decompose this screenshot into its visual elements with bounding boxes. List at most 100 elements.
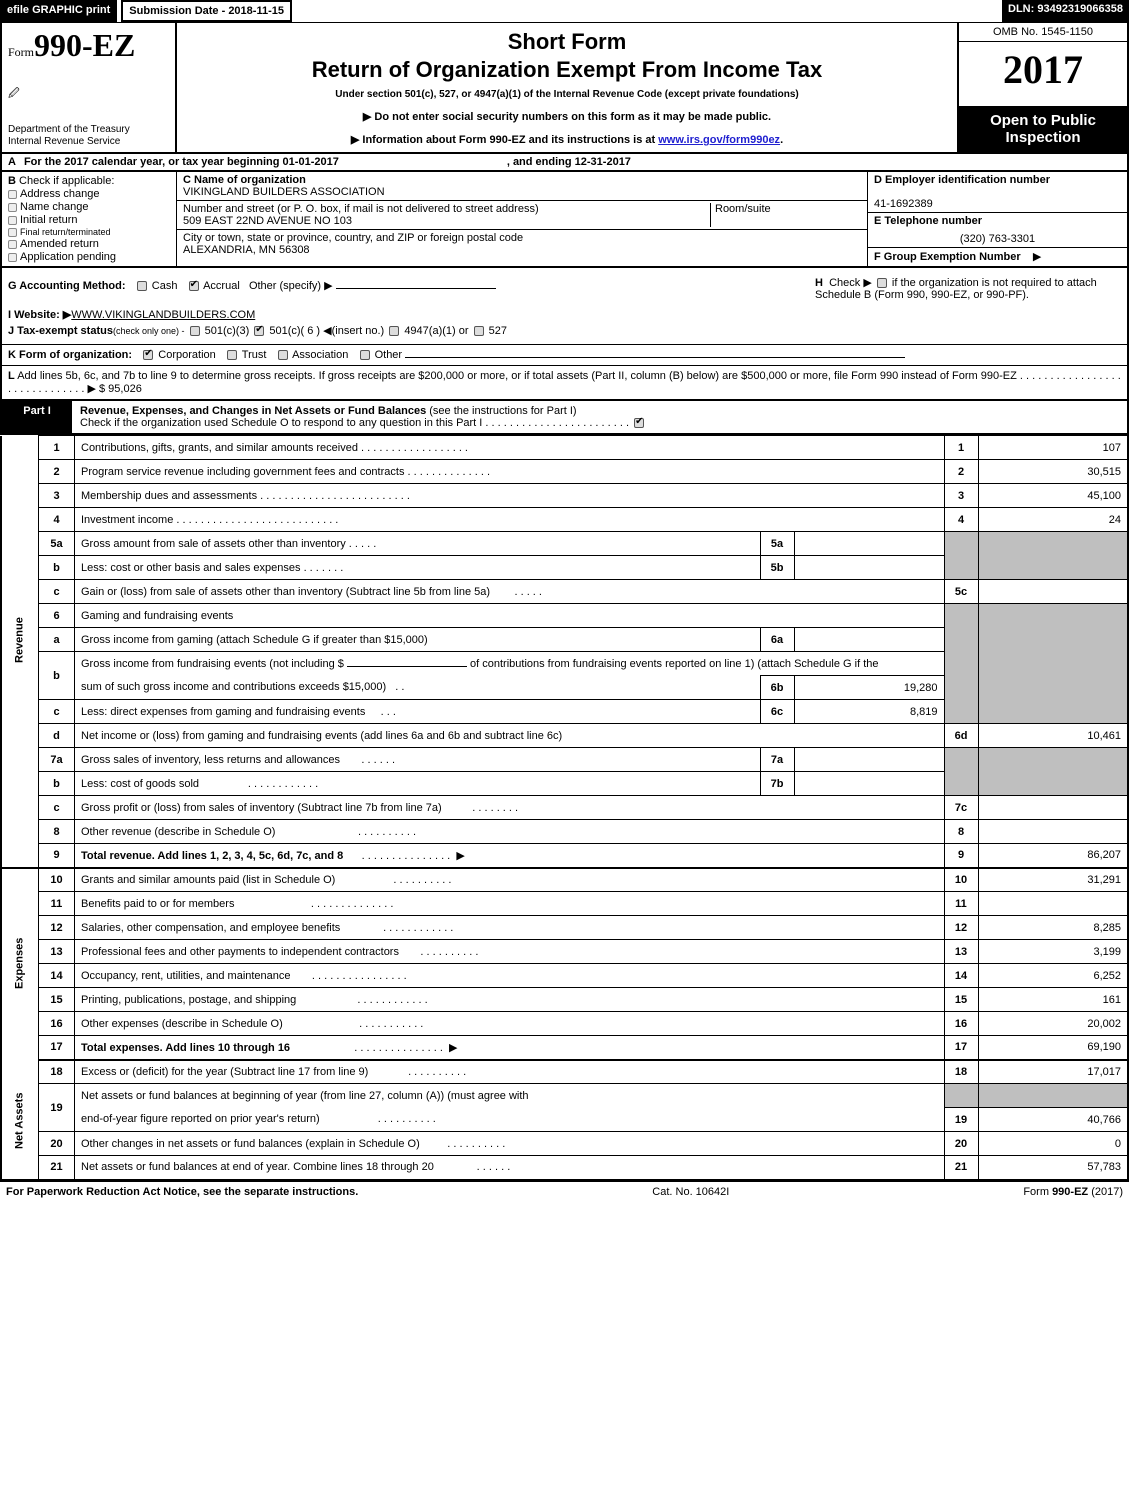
- table-row: d Net income or (loss) from gaming and f…: [1, 724, 1128, 748]
- table-row: end-of-year figure reported on prior yea…: [1, 1108, 1128, 1132]
- ein: 41-1692389: [874, 198, 933, 210]
- form-header: Form990-EZ 🖉 Department of the Treasury …: [0, 22, 1129, 154]
- part-i-title: Revenue, Expenses, and Changes in Net As…: [72, 401, 1127, 433]
- name-change-checkbox[interactable]: [8, 203, 17, 212]
- table-row: 12 Salaries, other compensation, and emp…: [1, 916, 1128, 940]
- accrual-checkbox[interactable]: [189, 281, 199, 291]
- paperwork-notice: For Paperwork Reduction Act Notice, see …: [6, 1186, 358, 1198]
- header-right: OMB No. 1545-1150 2017 Open to Public In…: [957, 23, 1127, 152]
- table-row: 21 Net assets or fund balances at end of…: [1, 1156, 1128, 1180]
- dln-label: DLN: 93492319066358: [1002, 0, 1129, 22]
- corporation-checkbox[interactable]: [143, 350, 153, 360]
- address-change-checkbox[interactable]: [8, 190, 17, 199]
- table-row: c Gross profit or (loss) from sales of i…: [1, 796, 1128, 820]
- line-15-value: 161: [978, 988, 1128, 1012]
- treasury-label: Department of the Treasury Internal Reve…: [8, 124, 169, 148]
- 501c3-checkbox[interactable]: [190, 326, 200, 336]
- page-footer: For Paperwork Reduction Act Notice, see …: [0, 1181, 1129, 1202]
- line-j-tax-status: J Tax-exempt status(check only one) - 50…: [8, 324, 1121, 337]
- part-i-table: Revenue 1 Contributions, gifts, grants, …: [0, 435, 1129, 1181]
- instructions-line: ▶ Information about Form 990-EZ and its …: [187, 133, 947, 146]
- line-h-schedule-b: H Check ▶ if the organization is not req…: [815, 276, 1115, 301]
- 501c-checkbox[interactable]: [254, 326, 264, 336]
- header-middle: Short Form Return of Organization Exempt…: [177, 23, 957, 152]
- part-i-header: Part I Revenue, Expenses, and Changes in…: [0, 401, 1129, 435]
- table-row: 3 Membership dues and assessments . . . …: [1, 484, 1128, 508]
- website-link[interactable]: WWW.VIKINGLANDBUILDERS.COM: [71, 309, 255, 321]
- ein-phone-column: D Employer identification number 41-1692…: [867, 172, 1127, 266]
- efile-print-button[interactable]: efile GRAPHIC print: [0, 0, 117, 22]
- table-row: c Gain or (loss) from sale of assets oth…: [1, 580, 1128, 604]
- line-10-value: 31,291: [978, 868, 1128, 892]
- trust-checkbox[interactable]: [227, 350, 237, 360]
- city-state-zip: ALEXANDRIA, MN 56308: [183, 244, 310, 256]
- final-return-checkbox[interactable]: [8, 228, 17, 237]
- revenue-section-label: Revenue: [1, 436, 39, 844]
- amended-return-checkbox[interactable]: [8, 240, 17, 249]
- cash-checkbox[interactable]: [137, 281, 147, 291]
- line-1-value: 107: [978, 436, 1128, 460]
- form-ref: Form 990-EZ (2017): [1023, 1186, 1123, 1198]
- org-name: VIKINGLAND BUILDERS ASSOCIATION: [183, 186, 385, 198]
- table-row: 14 Occupancy, rent, utilities, and maint…: [1, 964, 1128, 988]
- line-13-value: 3,199: [978, 940, 1128, 964]
- line-6d-value: 10,461: [978, 724, 1128, 748]
- omb-number: OMB No. 1545-1150: [959, 23, 1127, 42]
- schedule-b-checkbox[interactable]: [877, 278, 887, 288]
- form-number: Form990-EZ: [8, 27, 169, 64]
- line-i-website: I Website: ▶WWW.VIKINGLANDBUILDERS.COM: [8, 308, 1121, 321]
- org-info-column-c: C Name of organization VIKINGLAND BUILDE…: [177, 172, 867, 266]
- table-row: 8 Other revenue (describe in Schedule O)…: [1, 820, 1128, 844]
- block-ghij: H Check ▶ if the organization is not req…: [0, 268, 1129, 345]
- line-18-value: 17,017: [978, 1060, 1128, 1084]
- instructions-link[interactable]: www.irs.gov/form990ez: [658, 134, 780, 146]
- application-pending-checkbox[interactable]: [8, 253, 17, 262]
- table-row: Revenue 1 Contributions, gifts, grants, …: [1, 436, 1128, 460]
- line-19-value: 40,766: [978, 1108, 1128, 1132]
- form-prefix: Form: [8, 45, 34, 59]
- row-l-gross-receipts: L Add lines 5b, 6c, and 7b to line 9 to …: [0, 366, 1129, 401]
- 4947-checkbox[interactable]: [389, 326, 399, 336]
- table-row: 19 Net assets or fund balances at beginn…: [1, 1084, 1128, 1108]
- part-i-label: Part I: [2, 401, 72, 433]
- association-checkbox[interactable]: [278, 350, 288, 360]
- table-row: Expenses 10 Grants and similar amounts p…: [1, 868, 1128, 892]
- table-row: 6 Gaming and fundraising events: [1, 604, 1128, 628]
- table-row: 4 Investment income . . . . . . . . . . …: [1, 508, 1128, 532]
- line-6c-value: 8,819: [794, 700, 944, 724]
- submission-date: Submission Date - 2018-11-15: [121, 0, 292, 22]
- line-17-value: 69,190: [978, 1036, 1128, 1060]
- line-21-value: 57,783: [978, 1156, 1128, 1180]
- initial-return-checkbox[interactable]: [8, 216, 17, 225]
- expenses-section-label: Expenses: [1, 868, 39, 1060]
- ssn-warning: ▶ Do not enter social security numbers o…: [187, 110, 947, 123]
- table-row: 17 Total expenses. Add lines 10 through …: [1, 1036, 1128, 1060]
- 527-checkbox[interactable]: [474, 326, 484, 336]
- tax-year: 2017: [959, 42, 1127, 106]
- table-row: 9 Total revenue. Add lines 1, 2, 3, 4, 5…: [1, 844, 1128, 868]
- line-3-value: 45,100: [978, 484, 1128, 508]
- line-16-value: 20,002: [978, 1012, 1128, 1036]
- table-row: 13 Professional fees and other payments …: [1, 940, 1128, 964]
- table-row: 2 Program service revenue including gove…: [1, 460, 1128, 484]
- line-12-value: 8,285: [978, 916, 1128, 940]
- open-to-public: Open to Public Inspection: [959, 106, 1127, 152]
- line-6b-value: 19,280: [794, 676, 944, 700]
- schedule-o-checkbox[interactable]: [634, 418, 644, 428]
- table-row: 5a Gross amount from sale of assets othe…: [1, 532, 1128, 556]
- return-title: Return of Organization Exempt From Incom…: [187, 57, 947, 83]
- short-form-title: Short Form: [187, 29, 947, 55]
- section-text: Under section 501(c), 527, or 4947(a)(1)…: [187, 89, 947, 100]
- street-address: 509 EAST 22ND AVENUE NO 103: [183, 215, 352, 227]
- table-row: 7a Gross sales of inventory, less return…: [1, 748, 1128, 772]
- line-4-value: 24: [978, 508, 1128, 532]
- gross-receipts-value: $ 95,026: [99, 383, 142, 395]
- checkbox-column-b: B Check if applicable: Address change Na…: [2, 172, 177, 266]
- table-row: Net Assets 18 Excess or (deficit) for th…: [1, 1060, 1128, 1084]
- line-20-value: 0: [978, 1132, 1128, 1156]
- line-9-value: 86,207: [978, 844, 1128, 868]
- table-row: 16 Other expenses (describe in Schedule …: [1, 1012, 1128, 1036]
- line-14-value: 6,252: [978, 964, 1128, 988]
- row-k-org-form: K Form of organization: Corporation Trus…: [0, 345, 1129, 366]
- other-org-checkbox[interactable]: [360, 350, 370, 360]
